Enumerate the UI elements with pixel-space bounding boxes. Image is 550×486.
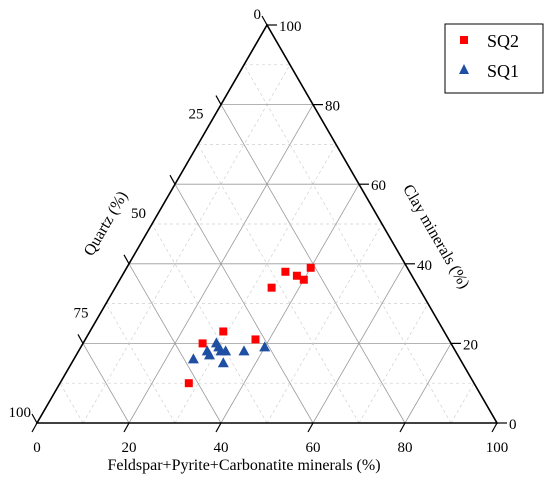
left-tick-100	[31, 413, 38, 424]
grid-quartz-70	[105, 303, 176, 424]
point-sq2-5	[267, 283, 276, 292]
right-tick-label: 40	[417, 258, 432, 274]
bottom-tick-100	[491, 422, 498, 433]
triangle-frame	[35, 23, 499, 424]
right-tick-label: 0	[509, 417, 517, 433]
bottom-tick-label: 60	[306, 440, 321, 456]
point-sq2-2	[292, 271, 301, 280]
bottom-tick-20	[123, 422, 130, 433]
tick-marks	[31, 15, 507, 433]
bottom-tick-label: 80	[398, 440, 413, 456]
grid-quartz-30	[197, 144, 360, 424]
grid-feldspar-30	[174, 144, 337, 424]
left-tick-0	[261, 15, 268, 26]
grid-quartz-90	[59, 383, 84, 424]
left-tick-label: 25	[189, 107, 204, 123]
point-sq1-7	[217, 357, 229, 368]
point-sq2-6	[219, 327, 228, 336]
right-tick-label: 100	[279, 19, 302, 35]
legend-label-sq1: SQ1	[487, 61, 519, 81]
point-sq1-9	[238, 345, 250, 356]
left-tick-80	[77, 334, 84, 344]
left-tick-label: 75	[74, 306, 89, 322]
point-sq1-5	[201, 345, 213, 356]
grid-feldspar-70	[358, 303, 429, 424]
grid-lines	[59, 64, 475, 424]
legend-marker-sq1	[459, 64, 469, 74]
point-sq2-3	[299, 275, 308, 284]
bottom-axis-label: Feldspar+Pyrite+Carbonatite minerals (%)	[107, 457, 380, 474]
right-tick-label: 60	[371, 178, 386, 194]
point-sq1-6	[220, 345, 232, 356]
bottom-tick-0	[31, 422, 38, 433]
bottom-tick-60	[307, 422, 314, 433]
grid-feldspar-60	[312, 263, 406, 424]
grid-quartz-10	[243, 64, 452, 424]
left-tick-label: 50	[131, 206, 146, 222]
point-sq2-9	[184, 379, 193, 388]
data-points	[184, 263, 315, 388]
grid-quartz-80	[82, 343, 130, 424]
bottom-tick-label: 0	[33, 440, 41, 456]
point-sq1-8	[187, 353, 199, 364]
left-axis-label: Quartz (%)	[81, 189, 131, 259]
grid-quartz-60	[128, 263, 222, 424]
left-tick-40	[169, 174, 176, 185]
grid-quartz-50	[151, 223, 268, 424]
bottom-tick-80	[399, 422, 406, 433]
point-sq1-10	[259, 341, 271, 352]
point-sq2-4	[306, 263, 315, 272]
grid-feldspar-40	[220, 183, 360, 424]
left-tick-60	[123, 254, 130, 265]
left-tick-label: 100	[9, 405, 32, 421]
triangle-outline	[35, 23, 499, 424]
left-tick-20	[215, 95, 222, 105]
bottom-tick-40	[215, 422, 222, 433]
bottom-tick-label: 100	[486, 440, 509, 456]
right-tick-label: 80	[325, 99, 340, 115]
bottom-tick-label: 20	[122, 440, 137, 456]
legend: SQ2 SQ1	[444, 23, 544, 94]
point-sq2-8	[251, 335, 260, 344]
right-tick-label: 20	[463, 337, 478, 353]
grid-feldspar-80	[404, 343, 452, 424]
grid-feldspar-50	[266, 223, 383, 424]
left-tick-label: 0	[254, 7, 262, 23]
grid-feldspar-10	[82, 64, 291, 424]
point-sq2-7	[198, 339, 207, 348]
legend-box	[444, 23, 544, 94]
legend-marker-sq2	[460, 36, 468, 44]
legend-label-sq2: SQ2	[487, 31, 519, 51]
grid-feldspar-90	[450, 383, 475, 424]
bottom-tick-label: 40	[214, 440, 229, 456]
grid-quartz-40	[174, 183, 314, 424]
point-sq2-1	[281, 267, 290, 276]
right-axis-label: Clay minerals (%)	[399, 182, 472, 292]
